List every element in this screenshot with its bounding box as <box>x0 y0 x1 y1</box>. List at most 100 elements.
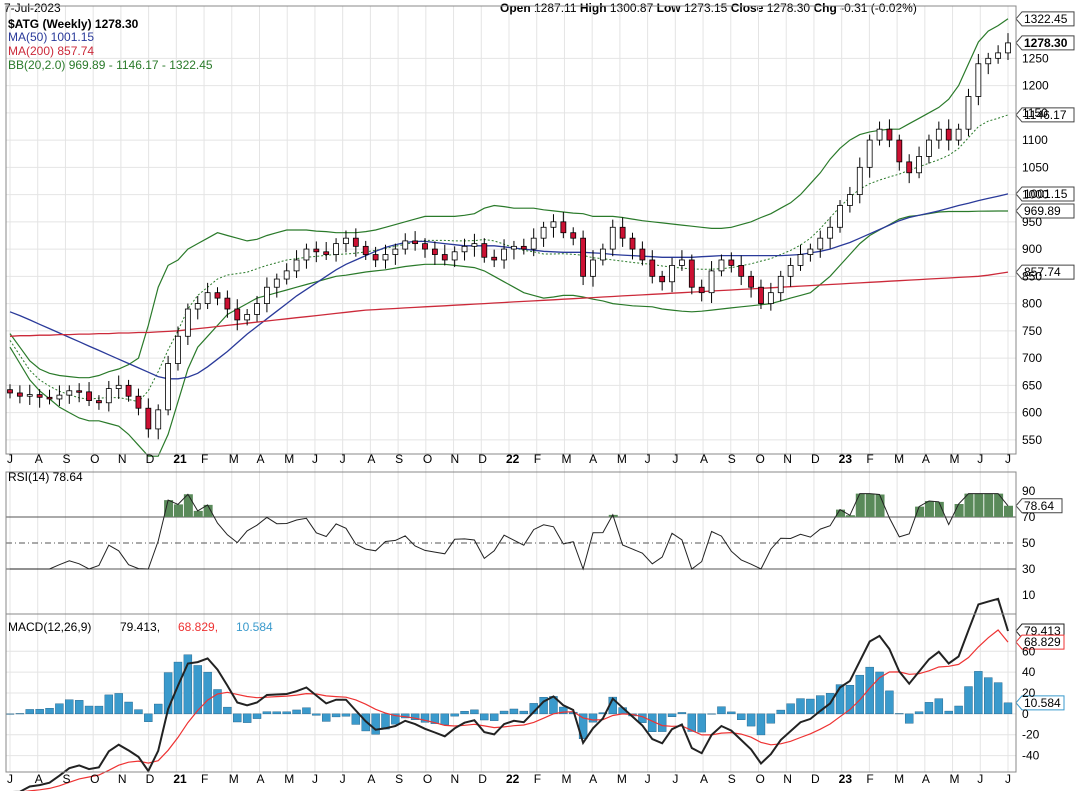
rsi-line <box>10 493 1009 571</box>
rsi-tag <box>1015 498 1063 514</box>
axes <box>5 5 1017 773</box>
x-tick-label-lower: S <box>395 772 403 786</box>
candle-body <box>975 63 982 97</box>
x-tick-label-lower: A <box>367 772 375 786</box>
candle-body <box>550 221 557 228</box>
candle-body <box>659 275 666 283</box>
close-label: Close <box>730 1 764 15</box>
candle-body <box>866 139 873 168</box>
rsi-overbought-fill <box>164 493 1014 517</box>
macd-tick-label: 60 <box>1022 644 1036 658</box>
candle-body <box>491 256 498 261</box>
candle-body <box>995 52 1002 59</box>
macd-tick-label: 40 <box>1022 665 1036 679</box>
macd-hist-bar <box>15 713 25 715</box>
candle-body <box>343 237 349 245</box>
legend-ma200: MA(200) 857.74 <box>8 44 94 58</box>
low-label: Low <box>656 1 681 15</box>
macd-hist-bar <box>35 708 44 715</box>
candle-body <box>422 243 428 250</box>
x-tick-label-upper: D <box>811 452 820 466</box>
x-tick-label-lower: A <box>922 772 930 786</box>
x-tick-label-upper: M <box>894 452 904 466</box>
price-tag <box>1015 203 1075 219</box>
price-tag-label: 969.89 <box>1024 204 1061 218</box>
ohlc-summary: Open 1287.11 High 1300.87 Low 1273.15 Cl… <box>500 1 917 15</box>
candle-body <box>787 265 794 277</box>
macd-hist-bar <box>944 710 953 715</box>
candle-body <box>560 221 567 234</box>
candle-body <box>945 128 952 141</box>
candle-body <box>293 259 300 272</box>
candle-body <box>718 259 725 272</box>
macd-hist-bar <box>509 708 519 715</box>
x-tick-label-lower: D <box>478 772 487 786</box>
macd-hist-bar <box>776 709 785 715</box>
legend-macd-signal: 68.829, <box>178 620 218 634</box>
x-tick-label-upper: M <box>617 452 627 466</box>
legend: $ATG (Weekly) 1278.30 MA(50) 1001.15 MA(… <box>8 17 273 634</box>
candle-body <box>96 400 102 404</box>
candle-body <box>619 226 626 239</box>
candle-body <box>214 292 221 299</box>
macd-hist-bar <box>124 701 133 715</box>
candle-body <box>540 226 547 239</box>
x-tick-label-lower: J <box>7 772 13 786</box>
candle-body <box>965 96 972 130</box>
macd-hist-bar <box>816 695 825 715</box>
macd-hist-bar <box>885 690 894 715</box>
bb-lower-line <box>9 210 1008 457</box>
x-tick-label-lower: N <box>451 772 460 786</box>
macd-hist-bar <box>193 665 202 715</box>
macd-hist-bar <box>242 713 252 723</box>
macd-hist-bar <box>331 713 341 718</box>
x-tick-label-upper: F <box>201 452 208 466</box>
price-tick-label: 700 <box>1022 351 1042 365</box>
x-tick-label-upper: O <box>756 452 765 466</box>
x-tick-label-lower: F <box>201 772 208 786</box>
macd-hist-bar <box>341 713 351 717</box>
macd-hist-bar <box>312 713 321 716</box>
candle-body <box>165 363 171 411</box>
ma200-line <box>9 271 1009 337</box>
candle-body <box>481 243 488 258</box>
macd-hist-bar <box>252 713 262 719</box>
macd-hist-bar <box>687 713 697 732</box>
x-tick-label-upper: 22 <box>506 452 520 466</box>
x-tick-label-upper: F <box>866 452 873 466</box>
rsi-series: 78.64 <box>10 493 1063 571</box>
macd-hist-bar <box>203 671 212 715</box>
x-tick-label-upper: A <box>35 452 43 466</box>
candle-body <box>194 303 201 310</box>
macd-hist-bar <box>213 689 222 715</box>
x-tick-label-lower: S <box>728 772 736 786</box>
macd-hist-bar <box>499 710 509 715</box>
price-tick-label: 1150 <box>1022 106 1048 120</box>
macd-hist-bar <box>766 713 776 724</box>
macd-hist-bar <box>964 686 973 715</box>
macd-hist-bar <box>74 700 84 715</box>
macd-hist-bar <box>993 682 1003 715</box>
candle-body <box>46 396 53 400</box>
x-tick-label-upper: 23 <box>839 452 853 466</box>
x-tick-label-upper: J <box>672 452 678 466</box>
macd-hist-bar <box>746 713 756 727</box>
candle-body <box>431 248 438 255</box>
candle-body <box>234 308 241 321</box>
x-tick-label-lower: D <box>811 772 820 786</box>
candle-body <box>115 384 122 389</box>
candle-body <box>511 245 517 250</box>
price-tag <box>1015 186 1075 202</box>
candle-body <box>847 194 853 206</box>
price-tag <box>1015 264 1075 280</box>
legend-macd-hist: 10.584 <box>236 620 273 634</box>
candle-body <box>26 394 33 397</box>
candle-body <box>451 251 458 261</box>
candle-body <box>7 389 13 394</box>
candle-body <box>352 237 359 247</box>
candle-body <box>333 243 339 255</box>
x-tick-label-upper: M <box>950 452 960 466</box>
macd-hist-bar <box>559 706 568 715</box>
candle-body <box>767 292 774 304</box>
